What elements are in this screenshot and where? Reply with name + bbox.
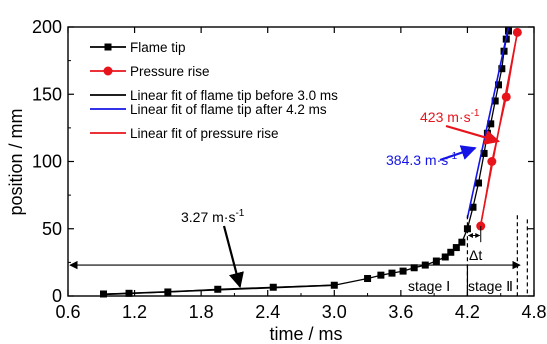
flame-tip-point-25 — [498, 65, 506, 73]
flame-tip-point-15 — [452, 244, 460, 252]
y-tick-label-3: 150 — [32, 84, 62, 104]
y-axis-title: position / mm — [6, 108, 26, 215]
pressure-rise-point-3 — [512, 27, 522, 37]
flame-tip-point-20 — [480, 149, 488, 157]
legend-label-fit-after: Linear fit of flame tip after 4.2 ms — [130, 102, 327, 117]
flame-tip-point-6 — [364, 275, 372, 283]
fit-pressure-annotation-text: 423 m·s — [420, 109, 471, 125]
y-tick-label-0: 0 — [52, 286, 62, 306]
fit-after-annotation: 384.3 m·s-1 — [386, 151, 458, 168]
legend-label-fit-before: Linear fit of flame tip before 3.0 ms — [130, 88, 338, 103]
fit-before-annotation-exp: -1 — [235, 208, 244, 219]
fit-pressure-arrow — [445, 124, 500, 145]
fit-before-arrow — [222, 225, 244, 289]
fit-before-annotation: 3.27 m·s-1 — [181, 208, 245, 225]
legend-marker-1 — [103, 66, 113, 76]
y-tick-label-2: 100 — [32, 152, 62, 172]
flame-tip-point-24 — [494, 81, 502, 89]
flame-tip-point-19 — [475, 179, 483, 187]
series-line-4 — [479, 32, 519, 225]
flame-tip-point-7 — [377, 271, 385, 279]
flame-tip-point-8 — [388, 269, 396, 277]
flame-tip-point-14 — [447, 248, 455, 256]
series-line-2 — [103, 284, 335, 296]
fit-pressure-annotation-exp: -1 — [471, 108, 480, 119]
legend: Flame tip Pressure rise Linear fit of fl… — [90, 40, 338, 141]
stage-one-label: stage Ⅰ — [408, 278, 450, 294]
flame-tip-point-17 — [463, 225, 471, 233]
pressure-rise-point-1 — [487, 157, 497, 166]
fit-pressure-annotation: 423 m·s-1 — [420, 108, 480, 125]
x-axis-title: time / ms — [269, 324, 342, 344]
y-tick-label-4: 200 — [32, 17, 62, 37]
x-tick-label-6: 4.2 — [455, 302, 480, 322]
series-line-3 — [466, 26, 510, 219]
flame-tip-point-22 — [487, 120, 495, 128]
fit-after-arrow — [439, 145, 477, 162]
flame-tip-point-23 — [491, 97, 499, 105]
flame-tip-point-28 — [504, 27, 512, 35]
fit-after-annotation-text: 384.3 m·s — [386, 152, 448, 168]
flame-tip-point-12 — [432, 257, 440, 265]
legend-label-flame-tip: Flame tip — [130, 40, 186, 55]
annotation-layer — [69, 124, 528, 296]
flame-tip-point-13 — [441, 253, 449, 261]
legend-marker-0 — [104, 43, 112, 51]
flame-tip-point-16 — [458, 238, 466, 246]
x-tick-label-7: 4.8 — [521, 302, 546, 322]
stage-two-label: stage Ⅱ — [468, 278, 513, 294]
axes: 0.6 1.2 1.8 2.4 3.0 3.6 4.2 4.8 0 50 100 150 200 — [32, 17, 547, 322]
flame-tip-point-18 — [469, 203, 477, 211]
x-tick-label-4: 3.0 — [322, 302, 347, 322]
flame-tip-point-9 — [399, 267, 407, 275]
legend-label-fit-pressure: Linear fit of pressure rise — [130, 126, 279, 141]
fit-after-annotation-exp: -1 — [448, 151, 457, 162]
x-tick-label-0: 0.6 — [55, 302, 80, 322]
x-tick-label-3: 2.4 — [255, 302, 280, 322]
x-tick-label-5: 3.6 — [388, 302, 413, 322]
x-tick-label-2: 1.8 — [189, 302, 214, 322]
legend-label-pressure-rise: Pressure rise — [130, 64, 210, 79]
y-tick-label-1: 50 — [42, 219, 62, 239]
x-tick-label-1: 1.2 — [122, 302, 147, 322]
fit-before-annotation-text: 3.27 m·s — [181, 209, 235, 225]
delta-t-label: Δt — [469, 247, 482, 263]
